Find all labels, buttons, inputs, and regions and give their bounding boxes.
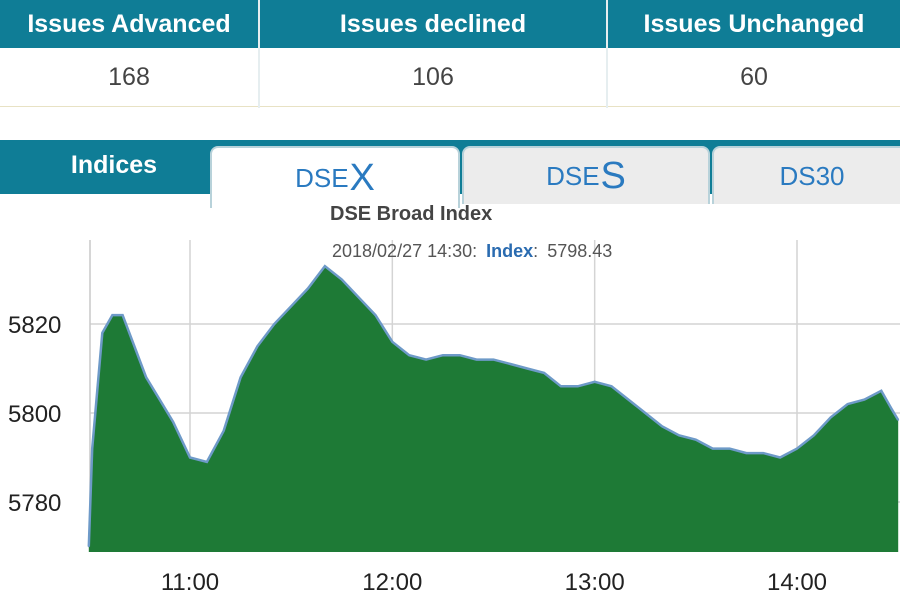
data-point bbox=[627, 398, 630, 401]
issues-declined-value: 106 bbox=[260, 48, 606, 107]
y-tick-label: 5780 bbox=[8, 490, 61, 517]
data-point bbox=[492, 358, 495, 361]
dse-broad-index-chart: 5780 5800 5820 11:00 12:00 13:00 14:00 DSE Br… bbox=[8, 203, 900, 596]
issues-advanced-value: 168 bbox=[0, 48, 258, 107]
chart-title: DSE Broad Index bbox=[330, 203, 492, 225]
data-point bbox=[273, 323, 276, 325]
tab-ds30[interactable]: DS30 bbox=[712, 146, 900, 204]
issues-unchanged-value: 60 bbox=[608, 48, 900, 107]
index-area bbox=[88, 266, 899, 552]
data-point bbox=[475, 358, 478, 361]
data-point bbox=[695, 438, 697, 441]
data-point bbox=[813, 434, 815, 437]
x-tick-label: 11:00 bbox=[161, 569, 219, 596]
issues-unchanged-header: Issues Unchanged bbox=[608, 0, 900, 48]
data-point bbox=[239, 376, 242, 379]
index-data-points bbox=[88, 265, 899, 548]
data-point bbox=[543, 372, 545, 374]
issues-advanced-column: Issues Advanced 168 bbox=[0, 0, 258, 108]
data-point bbox=[745, 452, 748, 454]
data-point bbox=[890, 407, 893, 410]
x-tick-label: 12:00 bbox=[362, 569, 422, 596]
data-point bbox=[897, 419, 899, 421]
issues-unchanged-column: Issues Unchanged 60 bbox=[608, 0, 900, 108]
indices-label: Indices bbox=[70, 150, 158, 179]
x-axis-ticks: 11:00 12:00 13:00 14:00 bbox=[161, 569, 827, 596]
market-stats-table: Issues Advanced 168 Issues declined 106 … bbox=[0, 0, 900, 108]
data-point bbox=[391, 341, 394, 343]
issues-declined-header: Issues declined bbox=[260, 0, 606, 48]
data-point bbox=[425, 358, 427, 361]
data-point bbox=[526, 367, 528, 370]
data-point bbox=[509, 363, 512, 365]
data-point bbox=[846, 403, 849, 405]
data-point bbox=[131, 341, 134, 343]
data-point bbox=[762, 452, 765, 454]
data-point bbox=[644, 412, 647, 414]
tooltip-value: 5798.43 bbox=[547, 241, 612, 261]
data-point bbox=[158, 398, 161, 401]
data-point bbox=[374, 314, 377, 316]
data-point bbox=[880, 390, 883, 392]
tab-dsex-suffix: X bbox=[349, 156, 375, 199]
data-point bbox=[779, 456, 781, 459]
data-point bbox=[222, 430, 225, 432]
data-point bbox=[357, 296, 360, 299]
issues-advanced-header: Issues Advanced bbox=[0, 0, 258, 48]
data-point bbox=[459, 354, 461, 356]
data-point bbox=[610, 385, 613, 388]
data-point bbox=[678, 434, 680, 437]
data-point bbox=[661, 425, 663, 428]
data-point bbox=[290, 305, 293, 307]
data-point bbox=[728, 447, 731, 450]
data-point bbox=[711, 447, 714, 450]
tooltip-colon: : bbox=[533, 241, 538, 261]
data-point bbox=[88, 545, 90, 548]
data-point bbox=[111, 314, 114, 316]
data-point bbox=[341, 278, 343, 281]
y-axis-ticks: 5780 5800 5820 bbox=[8, 312, 61, 517]
data-point bbox=[863, 398, 866, 401]
data-point bbox=[408, 354, 411, 356]
tab-dsex-prefix: DSE bbox=[295, 162, 349, 193]
data-point bbox=[121, 314, 124, 316]
tab-dses-suffix: S bbox=[600, 154, 626, 197]
data-point bbox=[577, 385, 579, 388]
tab-dses-prefix: DSE bbox=[546, 160, 600, 191]
data-point bbox=[145, 376, 147, 379]
data-point bbox=[829, 416, 832, 419]
data-point bbox=[593, 381, 596, 383]
tab-ds30-label: DS30 bbox=[779, 160, 845, 191]
y-tick-label: 5820 bbox=[8, 312, 61, 339]
tab-dsex[interactable]: DSE X bbox=[210, 146, 460, 208]
data-point bbox=[442, 354, 444, 356]
tooltip-timestamp: 2018/02/27 14:30: bbox=[332, 241, 477, 261]
x-tick-label: 14:00 bbox=[767, 569, 827, 596]
tooltip-label: Index bbox=[486, 241, 533, 261]
data-point bbox=[796, 447, 798, 450]
column-divider bbox=[606, 0, 608, 108]
data-point bbox=[307, 287, 309, 290]
data-point bbox=[560, 385, 562, 388]
data-point bbox=[324, 265, 326, 267]
issues-declined-column: Issues declined 106 bbox=[260, 0, 606, 108]
chart-tooltip: 2018/02/27 14:30: Index: 5798.43 bbox=[332, 241, 612, 261]
y-tick-label: 5800 bbox=[8, 401, 61, 428]
tab-dses[interactable]: DSE S bbox=[462, 146, 710, 204]
data-point bbox=[256, 345, 259, 348]
x-tick-label: 13:00 bbox=[565, 569, 625, 596]
data-point bbox=[172, 421, 174, 423]
data-point bbox=[206, 461, 208, 463]
data-point bbox=[101, 332, 104, 334]
data-point bbox=[91, 447, 93, 450]
data-point bbox=[189, 456, 191, 459]
column-divider bbox=[258, 0, 260, 108]
